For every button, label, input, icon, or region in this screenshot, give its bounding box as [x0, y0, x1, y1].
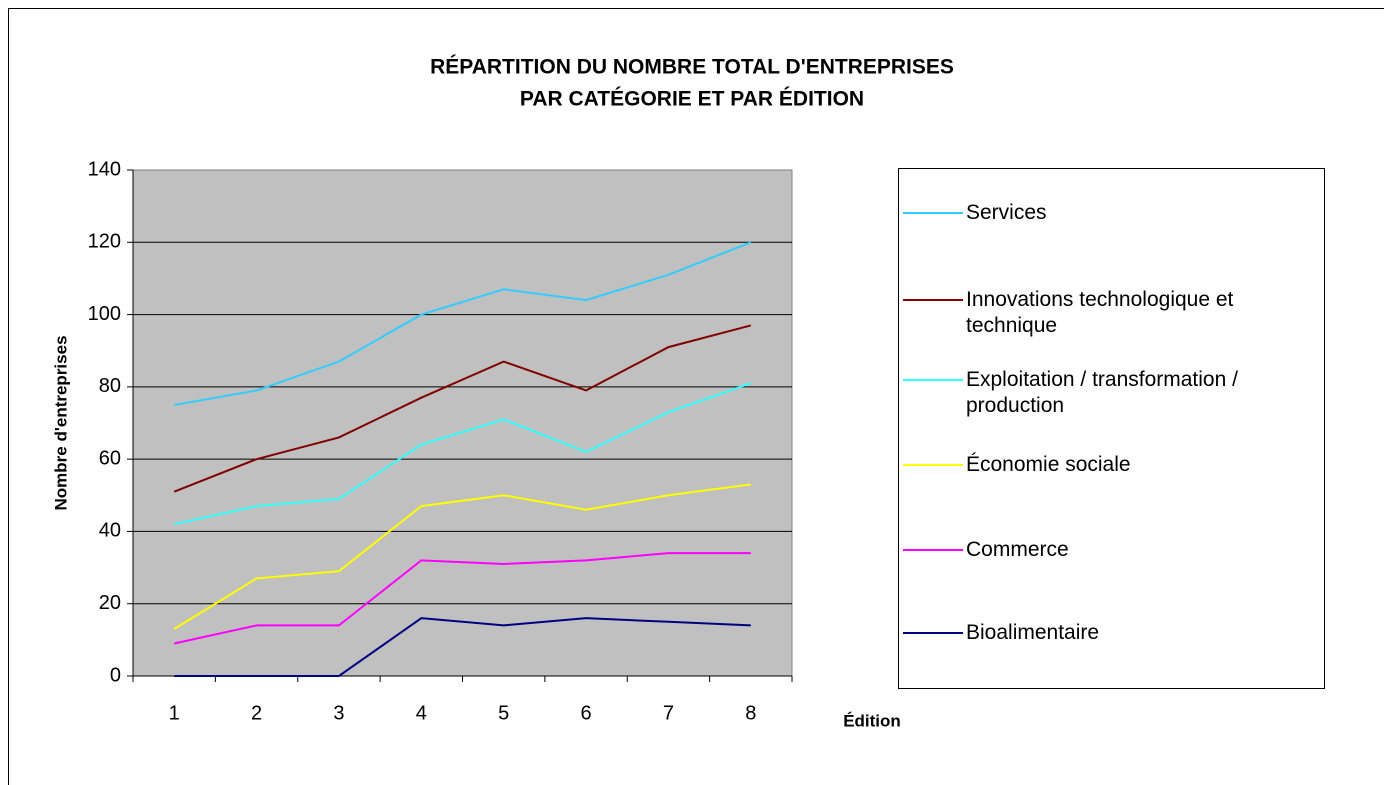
y-tick-label: 60	[99, 447, 121, 469]
y-axis-label: Nombre d'entreprises	[51, 335, 70, 510]
x-tick-label: 4	[416, 702, 427, 724]
y-tick-label: 120	[88, 231, 121, 253]
series-line	[173, 483, 751, 630]
x-tick-label: 5	[498, 702, 509, 724]
series-line	[174, 617, 751, 677]
series-line	[173, 324, 752, 493]
chart-title: RÉPARTITION DU NOMBRE TOTAL D'ENTREPRISE…	[430, 56, 954, 79]
legend-label: Innovations technologique et technique	[966, 288, 1234, 337]
legend-label: Bioalimentaire	[966, 621, 1100, 644]
series-line	[174, 241, 752, 406]
legend-label: Commerce	[966, 538, 1069, 561]
legend-label: Services	[966, 201, 1047, 224]
legend-label: Exploitation / transformation / producti…	[966, 368, 1238, 417]
chart-title: PAR CATÉGORIE ET PAR ÉDITION	[520, 88, 864, 111]
y-tick-label: 20	[99, 592, 121, 614]
legend-label: Économie sociale	[966, 453, 1131, 476]
x-tick-label: 2	[251, 702, 262, 724]
x-axis-label: Édition	[843, 711, 901, 730]
series-line	[173, 552, 751, 645]
x-tick-label: 3	[333, 702, 344, 724]
x-tick-label: 6	[581, 702, 592, 724]
x-tick-label: 1	[169, 702, 180, 724]
y-tick-label: 40	[99, 520, 121, 542]
y-tick-label: 0	[110, 664, 121, 686]
y-tick-label: 140	[88, 158, 121, 180]
plot-area	[132, 169, 793, 677]
x-tick-label: 8	[745, 702, 756, 724]
legend-box	[898, 168, 1325, 689]
y-tick-label: 80	[99, 375, 121, 397]
series-line	[173, 382, 752, 526]
x-tick-label: 7	[663, 702, 674, 724]
y-tick-label: 100	[88, 303, 121, 325]
